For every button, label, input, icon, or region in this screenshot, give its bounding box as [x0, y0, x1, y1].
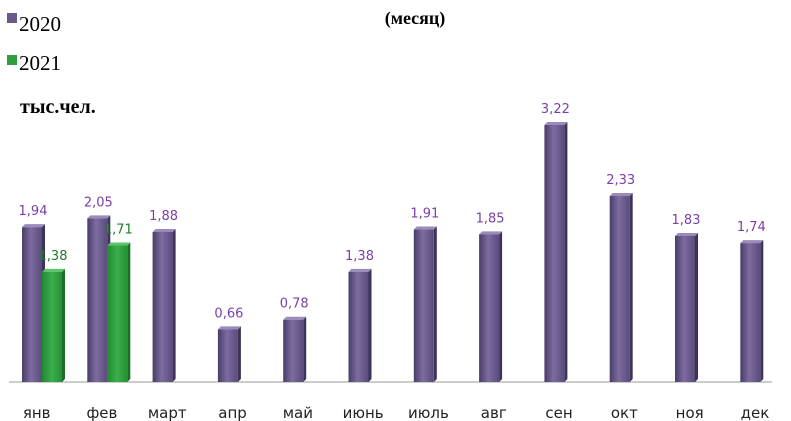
x-tick-label-сен: сен: [545, 404, 572, 421]
bar-top-2020-окт: [609, 193, 633, 197]
data-label-2021-янв: 1,38: [39, 249, 68, 264]
bar-side-2020-окт: [629, 193, 633, 382]
bar-side-2020-сен: [564, 122, 568, 382]
bar-2021-янв: [42, 271, 62, 382]
legend-label-2021: 2021: [19, 51, 61, 75]
data-label-2020-май: 0,78: [280, 297, 309, 312]
data-label-2020-окт: 2,33: [606, 173, 635, 188]
bar-top-2021-фев: [107, 242, 131, 246]
data-label-2020-фев: 2,05: [84, 195, 113, 210]
data-label-2020-ноя: 1,83: [672, 213, 701, 228]
legend-swatch-2020: [7, 13, 17, 23]
chart-marks: 1,94 1,38 янв 2,05 1,71 фев 1,88 март 0,66 апр 0,7…: [19, 102, 770, 421]
bar-top-2020-апр: [217, 326, 241, 330]
bar-2020-июль: [413, 229, 434, 382]
x-tick-label-март: март: [148, 404, 187, 421]
legend-swatch-2021: [7, 55, 17, 65]
bar-2020-авг: [479, 234, 500, 382]
bar-top-2020-март: [152, 228, 176, 232]
bar-2020-апр: [217, 329, 238, 382]
data-label-2020-апр: 0,66: [214, 306, 243, 321]
bar-side-2020-дек: [760, 240, 764, 382]
x-tick-label-июль: июль: [408, 404, 449, 421]
bar-2020-дек: [740, 243, 761, 382]
x-tick-label-июнь: июнь: [343, 404, 384, 421]
bar-side-2020-апр: [237, 326, 241, 382]
x-tick-label-окт: окт: [611, 404, 638, 421]
bar-side-2020-июнь: [368, 268, 372, 382]
bar-2020-июнь: [348, 271, 369, 382]
x-tick-label-авг: авг: [481, 404, 507, 421]
bar-side-2020-ноя: [695, 232, 698, 382]
chart-title: (месяц): [385, 8, 446, 29]
data-label-2020-сен: 3,22: [541, 102, 570, 117]
bar-top-2020-дек: [740, 240, 764, 244]
bar-side-2020-авг: [499, 231, 503, 382]
x-tick-label-дек: дек: [741, 404, 770, 421]
bar-2020-май: [283, 319, 304, 382]
bar-2020-сен: [544, 125, 565, 382]
x-tick-label-фев: фев: [86, 404, 117, 421]
bar-top-2020-авг: [479, 231, 503, 235]
bar-top-2020-янв: [22, 224, 45, 228]
data-label-2020-янв: 1,94: [19, 204, 48, 219]
bar-side-2020-июль: [433, 226, 437, 382]
x-tick-label-ноя: ноя: [676, 404, 704, 421]
bar-top-2021-янв: [42, 268, 65, 272]
bar-2020-ноя: [675, 235, 695, 382]
bar-top-2020-июль: [413, 226, 437, 230]
data-label-2021-фев: 1,71: [104, 223, 133, 238]
data-label-2020-авг: 1,85: [476, 211, 505, 226]
bar-side-2021-фев: [127, 242, 131, 382]
data-label-2020-июль: 1,91: [410, 207, 439, 222]
legend-label-2020: 2020: [19, 12, 61, 36]
bar-top-2020-ноя: [675, 232, 698, 236]
data-label-2020-март: 1,88: [149, 209, 178, 224]
bar-top-2020-фев: [87, 215, 111, 219]
x-tick-label-май: май: [283, 404, 313, 421]
y-axis-unit-label: тыс.чел.: [20, 96, 96, 118]
bar-side-2021-янв: [62, 268, 65, 382]
bar-top-2020-сен: [544, 122, 568, 125]
x-tick-label-янв: янв: [23, 404, 51, 421]
bar-2021-фев: [107, 245, 128, 382]
bar-top-2020-май: [283, 316, 307, 320]
bar-2020-март: [152, 231, 173, 382]
bar-2020-фев: [87, 218, 108, 382]
data-label-2020-дек: 1,74: [737, 220, 766, 235]
bar-2020-окт: [609, 196, 630, 382]
data-label-2020-июнь: 1,38: [345, 249, 374, 264]
x-tick-label-апр: апр: [218, 404, 247, 421]
bar-2020-янв: [22, 227, 42, 382]
legend: 2020 2021: [7, 12, 61, 75]
bar-side-2020-май: [303, 316, 307, 382]
bar-top-2020-июнь: [348, 268, 372, 272]
bar-side-2020-март: [172, 228, 176, 382]
